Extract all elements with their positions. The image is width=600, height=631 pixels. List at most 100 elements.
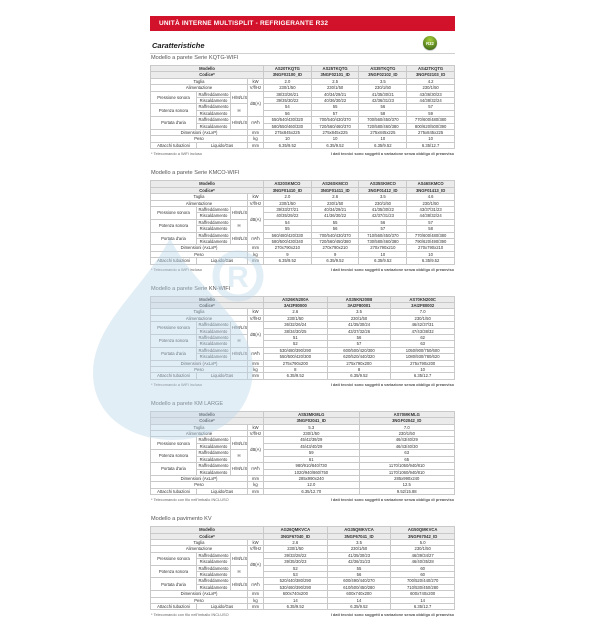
table-row: Attacchi tubazioni Liquido/Gas mm 6.35/9.52… xyxy=(150,141,455,150)
table-row: Riscaldamento 45/43/40/29 46/43/40/30 xyxy=(151,442,455,451)
table-row: Pressione sonoraRaffreddamentoH/M/L/SLdB… xyxy=(150,436,455,464)
riscaldamento-label: Riscaldamento xyxy=(196,558,231,566)
raffreddamento-label: Raffreddamento xyxy=(196,346,231,355)
table-row: Potenza sonora Raffreddamento H 54 55 56 57 xyxy=(150,218,455,233)
model-code-cell: 3NGF02103_ID xyxy=(406,71,455,79)
table-row: Dimensioni (AxLxP) mm 275x845x225 275x845x2… xyxy=(150,129,455,137)
pressione-label: Pressione sonora xyxy=(150,551,197,566)
attacchi-label: Attacchi tubazioni xyxy=(150,372,197,380)
table-row: Portata d'ariaRaffreddamentoH/M/L/SLm³/h… xyxy=(150,462,455,476)
liquido-gas-label: Liquido/Gas xyxy=(196,602,248,611)
table-row: Peso kg 8 8 10 xyxy=(150,365,455,374)
pressione-risc-value: 47/43/38/32 xyxy=(390,327,455,336)
pressione-risc-value: 46/43/40/30 xyxy=(358,442,455,451)
table-row: Dimensioni (AxLxP) mm 600x740x200 600x740x2… xyxy=(150,590,455,598)
pressione-label: Pressione sonora xyxy=(150,205,197,220)
section-title: Modello a parete KM LARGE xyxy=(151,400,224,407)
table-row: Riscaldamento 550/500/420/300 620/520/440/… xyxy=(151,353,455,361)
footnote-right: I dati tecnici sono soggetti a variazion… xyxy=(330,497,454,503)
sound-unit: dB(A) xyxy=(246,321,265,348)
alimentazione-value: 230/1/50 xyxy=(390,545,455,553)
banner-title: UNITÀ INTERNE MULTISPLIT - REFRIGERANTE … xyxy=(159,20,329,27)
table-row: Portata d'ariaRaffreddamentoH/M/L/SLm³/h… xyxy=(150,346,455,361)
table-row: Codice* 3NGF01410_ID 3NGF01411_ID 3NGF01412… xyxy=(149,186,455,195)
table-row: Riscaldamento 61 65 xyxy=(151,455,455,464)
codice-header-label: Codice* xyxy=(149,301,265,310)
table-row: Modello AS20TKQTG AS25TKQTG AS35TKQTG AS42TK… xyxy=(149,64,455,73)
table-row: Modello AS53MKMLG AS70MKMLG xyxy=(149,410,455,419)
table-row: Riscaldamento 53 56 60 xyxy=(151,570,455,579)
riscaldamento-label: Riscaldamento xyxy=(196,225,231,233)
attacchi-label: Attacchi tubazioni xyxy=(150,257,197,265)
r32-badge-label: R32 xyxy=(426,40,434,46)
attacchi-value: 6.35/9.52 xyxy=(326,602,392,611)
peso-unit: kg xyxy=(246,250,265,259)
alimentazione-unit: V/f/Hz xyxy=(246,430,265,438)
riscaldamento-label: Riscaldamento xyxy=(196,327,231,336)
table-row: Pressione sonoraRaffreddamentoH/M/L/SLdB… xyxy=(150,90,455,118)
liquido-gas-label: Liquido/Gas xyxy=(196,487,248,496)
riscaldamento-label: Riscaldamento xyxy=(196,442,231,451)
potenza-risc-value: 58 xyxy=(406,225,455,233)
page-banner: UNITÀ INTERNE MULTISPLIT - REFRIGERANTE … xyxy=(150,16,455,31)
model-code-cell: 3NGF02042_ID xyxy=(358,417,455,425)
spec-sections: Modello a parete Serie KQTG-WIFI Modello A… xyxy=(149,55,455,631)
portata-speed: H/M/L/SL xyxy=(230,116,248,131)
dimensioni-value: 285x990x240 xyxy=(358,474,455,483)
portata-risc-value: 790/620/490/390 xyxy=(406,237,455,246)
table-row: Riscaldamento 580/550/460/330 720/560/460/… xyxy=(151,122,455,131)
table-row: Taglia kW 5.3 7.0 xyxy=(150,423,455,432)
taglia-unit: kW xyxy=(246,193,265,201)
attacchi-unit: mm xyxy=(246,141,265,150)
table-row: Portata d'ariaRaffreddamentoH/M/L/SLm³/h… xyxy=(150,231,455,246)
alimentazione-unit: V/f/Hz xyxy=(246,199,265,207)
raffreddamento-label: Raffreddamento xyxy=(196,436,231,444)
potenza-speed: H xyxy=(230,334,248,348)
attacchi-value: 6.35/9.52 xyxy=(406,257,455,265)
portata-unit: m³/h xyxy=(246,462,265,476)
table-row: Alimentazione V/f/Hz 230/1/50 230/1/50 230/1… xyxy=(150,314,455,323)
pressione-raff-value: 45/42/39/29 xyxy=(263,436,360,444)
raffreddamento-label: Raffreddamento xyxy=(196,218,231,227)
liquido-gas-label: Liquido/Gas xyxy=(196,257,248,265)
alimentazione-value: 230/1/50 xyxy=(263,430,360,438)
portata-unit: m³/h xyxy=(246,346,265,361)
dimensioni-value: 285x990x240 xyxy=(263,474,360,483)
potenza-label: Potenza sonora xyxy=(150,218,197,233)
dimensioni-value: 275x845x225 xyxy=(406,129,455,137)
dimensioni-value: 275x790x200 xyxy=(390,359,455,368)
attacchi-label: Attacchi tubazioni xyxy=(150,141,197,150)
sound-unit: dB(A) xyxy=(246,205,265,233)
table-row: Taglia kW 2.0 2.5 3.5 4.2 xyxy=(150,77,455,86)
alimentazione-unit: V/f/Hz xyxy=(246,545,265,553)
portata-risc-value: 800/620/500/390 xyxy=(406,122,455,131)
raffreddamento-label: Raffreddamento xyxy=(196,462,231,470)
portata-raff-value: 770/600/480/380 xyxy=(406,231,455,239)
peso-value: 12.0 xyxy=(263,481,360,489)
table-row: Riscaldamento 39/35/30/22 40/36/30/22 42/36… xyxy=(151,96,455,105)
codice-header-label: Codice* xyxy=(149,532,265,540)
potenza-raff-value: 60 xyxy=(390,564,455,573)
section-title: Modello a parete Serie KMCO-WIFI xyxy=(151,170,240,177)
riscaldamento-label: Riscaldamento xyxy=(196,353,231,361)
portata-label: Portata d'aria xyxy=(150,231,197,246)
potenza-raff-value: 57 xyxy=(406,103,455,111)
portata-unit: m³/h xyxy=(246,116,265,131)
attacchi-value: 6.35/9.52 xyxy=(263,257,312,265)
table-row: Riscaldamento 52 57 63 xyxy=(151,340,455,348)
riscaldamento-label: Riscaldamento xyxy=(196,583,231,592)
attacchi-label: Attacchi tubazioni xyxy=(150,602,197,611)
pressione-risc-value: 46/40/35/28 xyxy=(390,558,455,566)
pressione-speed: H/M/L/SL xyxy=(230,551,248,566)
alimentazione-unit: V/f/Hz xyxy=(246,84,265,92)
sound-unit: dB(A) xyxy=(246,436,265,464)
attacchi-value: 6.35/12.7 xyxy=(406,141,455,150)
dimensioni-unit: mm xyxy=(246,359,265,368)
attacchi-value: 6.35/9.52 xyxy=(310,141,360,150)
pressione-risc-value: 45/43/40/29 xyxy=(263,442,360,451)
table-row: Modello AG26QMKVCA AG35QMKVCA AG50QMKVCA xyxy=(149,526,455,534)
table-row: Attacchi tubazioni Liquido/Gas mm 6.35/12.7… xyxy=(150,487,455,496)
table-row: Codice* 3NGF02100_ID 3NGF02101_ID 3NGF02102… xyxy=(149,71,455,79)
model-name-cell: AS70KN200C xyxy=(390,295,455,304)
potenza-risc-value: 60 xyxy=(390,570,455,579)
